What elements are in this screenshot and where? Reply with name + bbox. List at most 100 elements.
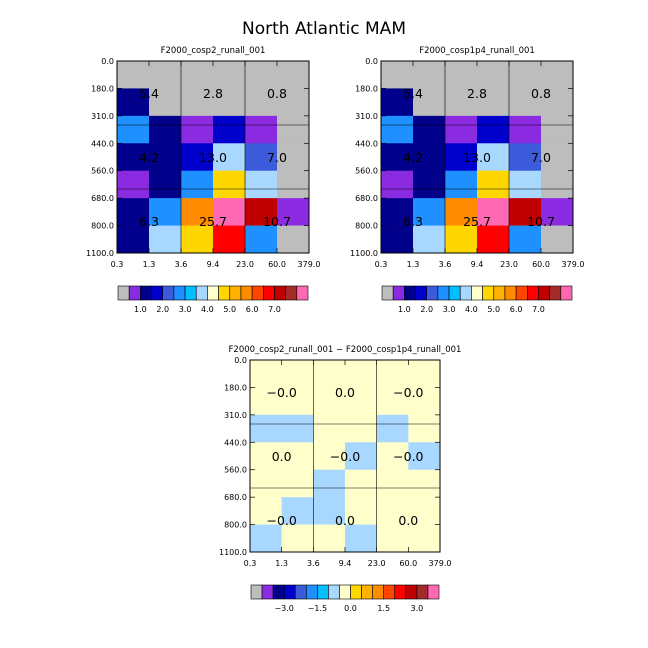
heatmap-cell bbox=[245, 143, 278, 172]
x-tick-label: 23.0 bbox=[236, 260, 254, 269]
panel-title: F2000_cosp1p4_runall_001 bbox=[419, 46, 535, 56]
heatmap-cell bbox=[376, 524, 409, 553]
y-tick-label: 800.0 bbox=[355, 222, 378, 231]
heatmap-cell bbox=[477, 170, 510, 199]
heatmap-cell bbox=[149, 61, 182, 89]
heatmap-cell bbox=[277, 225, 310, 254]
heatmap-cell bbox=[477, 225, 510, 254]
x-tick-label: 9.4 bbox=[339, 559, 352, 568]
heatmap-cell bbox=[250, 414, 282, 443]
y-tick-label: 440.0 bbox=[91, 139, 114, 148]
heatmap-cell bbox=[277, 61, 310, 89]
colorbar-swatch bbox=[392, 285, 405, 301]
colorbar-swatch bbox=[416, 584, 429, 600]
heatmap-cell bbox=[149, 143, 182, 172]
heatmap-cell bbox=[376, 497, 409, 525]
heatmap-cell bbox=[149, 225, 182, 254]
block-value-label: 10.7 bbox=[527, 214, 555, 229]
heatmap-cell bbox=[313, 524, 346, 553]
colorbar-swatch bbox=[427, 584, 440, 600]
colorbar-tick-label: 1.0 bbox=[134, 305, 147, 314]
x-tick-label: 1.3 bbox=[407, 260, 420, 269]
heatmap-cell bbox=[509, 61, 542, 89]
heatmap-cell bbox=[149, 170, 182, 199]
heatmap-cell bbox=[541, 198, 574, 226]
x-tick-label: 9.4 bbox=[471, 260, 484, 269]
y-tick-label: 180.0 bbox=[355, 84, 378, 93]
block-value-label: −0.0 bbox=[266, 385, 296, 400]
colorbar-swatch bbox=[195, 285, 208, 301]
heatmap-cell bbox=[250, 360, 282, 388]
block-value-label: 7.0 bbox=[531, 150, 551, 165]
heatmap-cell bbox=[345, 442, 377, 471]
heatmap-cell bbox=[117, 225, 150, 254]
panel-title: F2000_cosp2_runall_001 − F2000_cosp1p4_r… bbox=[229, 345, 462, 355]
colorbar-swatch bbox=[383, 584, 396, 600]
colorbar-swatch bbox=[128, 285, 141, 301]
heatmap-cell bbox=[213, 198, 246, 226]
heatmap-cell bbox=[213, 61, 246, 89]
heatmap-cell bbox=[181, 225, 214, 254]
y-tick-label: 560.0 bbox=[355, 167, 378, 176]
heatmap-cell bbox=[281, 497, 314, 525]
block-value-label: 0.0 bbox=[335, 513, 355, 528]
heatmap-cell bbox=[117, 170, 150, 199]
heatmap-cell bbox=[181, 143, 214, 172]
y-tick-label: 560.0 bbox=[224, 466, 247, 475]
heatmap-cell bbox=[345, 524, 377, 553]
colorbar-swatch bbox=[459, 285, 472, 301]
heatmap-cell bbox=[445, 225, 478, 254]
block-value-label: 0.0 bbox=[335, 385, 355, 400]
heatmap-cell bbox=[376, 360, 409, 388]
heatmap-cell bbox=[277, 143, 310, 172]
heatmap-cell bbox=[181, 61, 214, 89]
heatmap-cell bbox=[408, 469, 441, 498]
block-value-label: −0.0 bbox=[330, 449, 360, 464]
x-tick-label: 23.0 bbox=[368, 559, 386, 568]
heatmap-cell bbox=[277, 88, 310, 117]
heatmap-cell bbox=[376, 442, 409, 471]
heatmap-cell bbox=[281, 387, 314, 416]
colorbar-swatch bbox=[415, 285, 428, 301]
heatmap-cell bbox=[149, 88, 182, 117]
heatmap-cell bbox=[381, 115, 414, 144]
colorbar-tick-label: 5.0 bbox=[223, 305, 236, 314]
y-tick-label: 180.0 bbox=[224, 383, 247, 392]
heatmap-cell bbox=[509, 170, 542, 199]
colorbar-tick-label: 5.0 bbox=[487, 305, 500, 314]
heatmap-cell bbox=[445, 143, 478, 172]
heatmap-cell bbox=[213, 115, 246, 144]
heatmap-cell bbox=[509, 88, 542, 117]
heatmap-cell bbox=[408, 414, 441, 443]
colorbar-swatch bbox=[305, 584, 318, 600]
block-value-label: 5.4 bbox=[139, 86, 159, 101]
y-tick-label: 310.0 bbox=[355, 112, 378, 121]
colorbar-tick-label: 2.0 bbox=[156, 305, 169, 314]
heatmap-cell bbox=[117, 61, 150, 89]
heatmap-cell bbox=[117, 198, 150, 226]
colorbar-swatch bbox=[240, 285, 253, 301]
heatmap-cell bbox=[445, 198, 478, 226]
heatmap-cell bbox=[381, 170, 414, 199]
heatmap-cell bbox=[445, 61, 478, 89]
heatmap-cell bbox=[213, 88, 246, 117]
colorbar-swatch bbox=[294, 584, 307, 600]
heatmap-cell bbox=[345, 497, 377, 525]
heatmap-cell bbox=[277, 170, 310, 199]
colorbar-swatch bbox=[493, 285, 506, 301]
panels-group: F2000_cosp2_runall_001 0.0 180.0 310.0 440.0… bbox=[86, 46, 584, 613]
heatmap-cell bbox=[413, 115, 446, 144]
heatmap-cell bbox=[117, 143, 150, 172]
colorbar-tick-label: 1.0 bbox=[398, 305, 411, 314]
y-tick-label: 800.0 bbox=[91, 222, 114, 231]
colorbar-swatch bbox=[317, 584, 329, 600]
heatmap-cell bbox=[445, 170, 478, 199]
heatmap-cell bbox=[313, 442, 346, 471]
block-value-label: 2.8 bbox=[467, 86, 487, 101]
heatmap-cell bbox=[281, 360, 314, 388]
heatmap-cell bbox=[281, 442, 314, 471]
colorbar-swatch bbox=[117, 285, 130, 301]
y-tick-label: 680.0 bbox=[224, 493, 247, 502]
colorbar-swatch bbox=[250, 584, 263, 600]
heatmap-cell bbox=[245, 115, 278, 144]
